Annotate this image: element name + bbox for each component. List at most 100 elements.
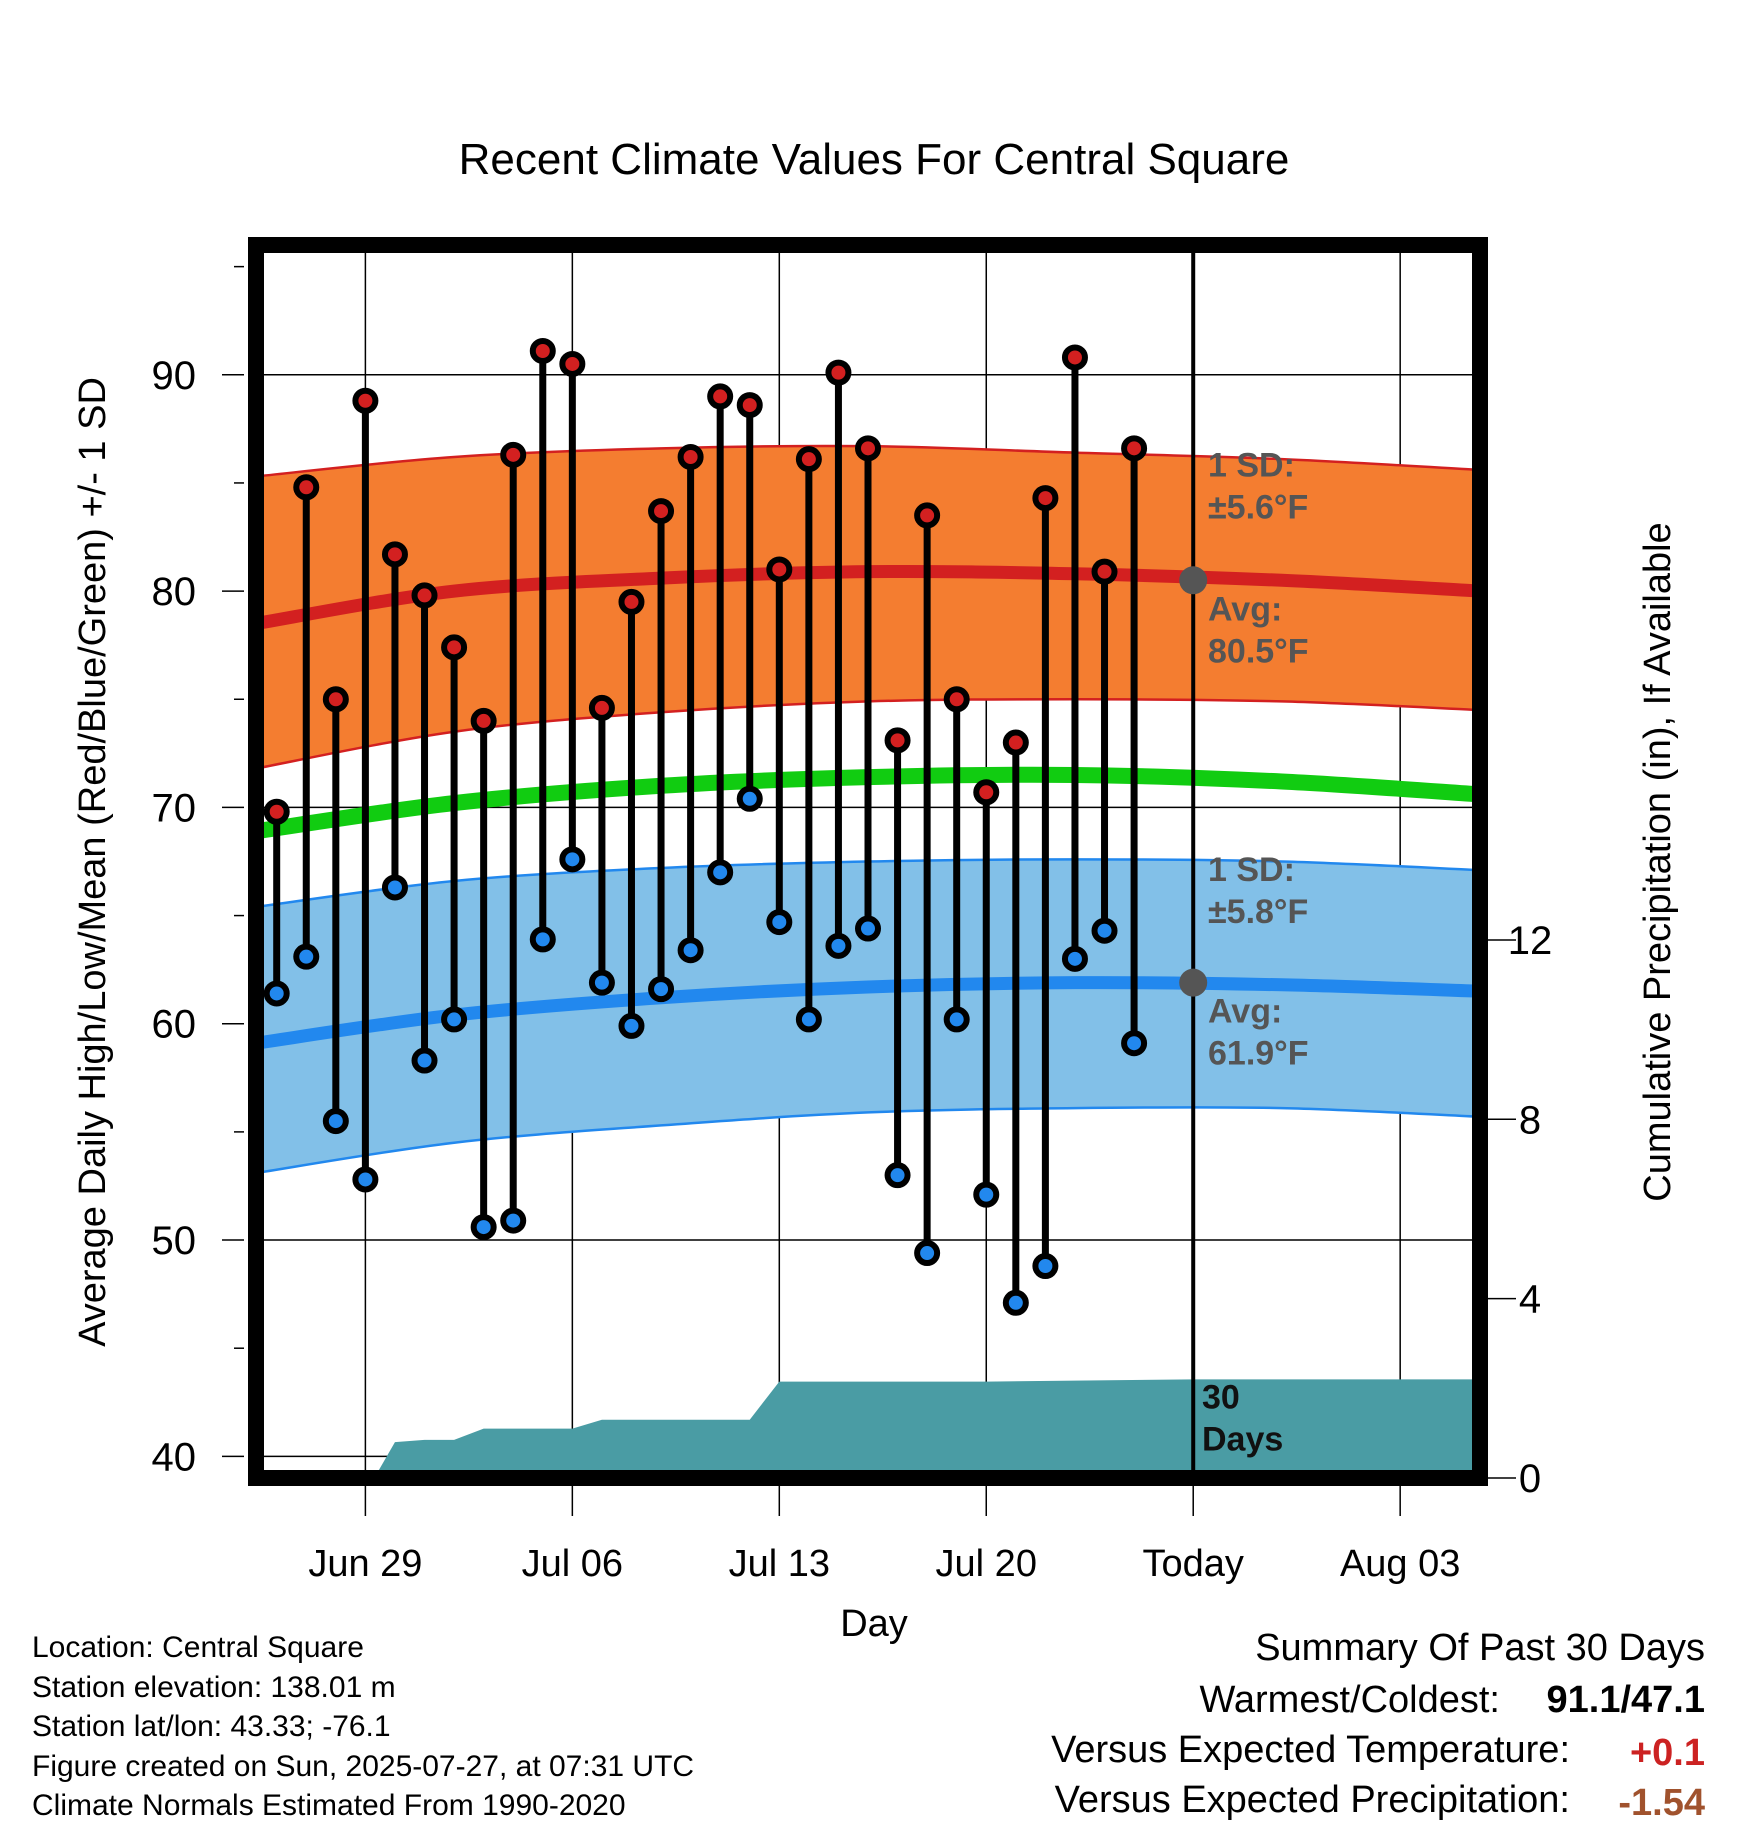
footer-info: Location: Central Square Station elevati… [32,1631,694,1822]
daily-low-point [470,1214,497,1241]
daily-low-point [500,1207,527,1234]
plot-area [256,245,1480,1478]
daily-low-point [1121,1030,1148,1057]
daily-low-point [1091,917,1118,944]
daily-low-point [381,874,408,901]
summary-precip-value: -1.54 [1618,1782,1705,1824]
daily-high-point [559,350,586,377]
daily-high-point [1061,344,1088,371]
daily-high-point [884,727,911,754]
daily-low-point [855,915,881,942]
high-sd-value: ±5.6°F [1208,488,1308,526]
y2-tick-label: 4 [1519,1278,1541,1322]
daily-high-point [855,435,881,462]
summary-panel: Summary Of Past 30 Days Warmest/Coldest:… [1051,1627,1705,1824]
x-tick-label: Jul 13 [729,1543,830,1585]
summary-precip-label: Versus Expected Precipitation: [1055,1779,1570,1821]
daily-high-point [293,474,320,501]
chart-title: Recent Climate Values For Central Square [459,135,1290,184]
precipitation-area [374,1379,1480,1478]
summary-temp-label: Versus Expected Temperature: [1051,1729,1570,1771]
daily-high-point [707,383,734,410]
daily-low-point [1002,1289,1029,1316]
daily-high-point [588,694,615,721]
footer-location: Location: Central Square [32,1631,364,1664]
y-tick-label: 40 [152,1435,197,1479]
daily-high-point [766,556,793,583]
y2-tick-label: 12 [1508,919,1553,963]
footer-latlon: Station lat/lon: 43.33; -76.1 [32,1710,391,1743]
daily-low-point [973,1181,1000,1208]
y2-tick-label: 0 [1519,1457,1541,1501]
daily-low-point [648,976,675,1003]
low-sd-lower-line [256,1106,1480,1175]
daily-high-point [825,359,852,386]
x-tick-label: Jul 06 [522,1543,623,1585]
low-sd-label: 1 SD: [1208,851,1295,889]
daily-low-point [884,1162,911,1189]
daily-high-point [648,498,675,525]
daily-low-point [707,859,734,886]
daily-low-point [766,909,793,936]
daily-low-point [1032,1253,1059,1280]
y-tick-label: 50 [152,1219,197,1263]
plot-frame [248,237,1488,1486]
daily-low-point [677,937,704,964]
low-sd-value: ±5.8°F [1208,893,1308,931]
daily-high-point [795,446,822,473]
daily-high-point [441,634,468,661]
daily-high-point [736,392,763,419]
high-avg-value: 80.5°F [1208,632,1309,670]
y-tick-label: 90 [152,354,197,398]
x-tick-label: Today [1143,1543,1244,1585]
daily-low-point [263,980,290,1007]
daily-high-point [470,707,497,734]
daily-low-point [352,1166,379,1193]
daily-low-point [588,969,615,996]
daily-low-point [441,1006,468,1033]
daily-high-point [352,387,379,414]
daily-high-point [1121,435,1148,462]
daily-low-point [943,1006,970,1033]
daily-high-point [618,588,645,615]
y2-tick-label: 8 [1519,1098,1541,1142]
x-axis-label: Day [840,1603,908,1645]
daily-high-point [529,337,556,364]
footer-elevation: Station elevation: 138.01 m [32,1671,396,1704]
daily-low-point [411,1047,438,1074]
x-tick-label: Jun 29 [308,1543,422,1585]
y-axis-label: Average Daily High/Low/Mean (Red/Blue/Gr… [72,377,114,1347]
daily-high-point [381,541,408,568]
daily-low-point [322,1108,349,1135]
summary-temp-value: +0.1 [1630,1732,1705,1774]
y2-axis-label: Cumulative Precipitation (in), If Availa… [1637,522,1679,1201]
daily-high-point [973,779,1000,806]
days-label-text: Days [1202,1421,1283,1459]
daily-high-point [1091,558,1118,585]
daily-high-point [411,582,438,609]
today-high-avg-marker [1179,566,1208,595]
summary-warmest-value: 91.1/47.1 [1547,1679,1705,1721]
daily-high-point [1032,485,1059,512]
y-tick-label: 80 [152,570,197,614]
daily-high-point [943,686,970,713]
days-label-number: 30 [1202,1379,1240,1417]
footer-created: Figure created on Sun, 2025-07-27, at 07… [32,1750,694,1783]
high-avg-label: Avg: [1208,590,1282,628]
low-avg-value: 61.9°F [1208,1035,1309,1073]
daily-high-point [322,686,349,713]
summary-warmest-label: Warmest/Coldest: [1199,1679,1500,1721]
daily-low-point [795,1006,822,1033]
daily-low-point [618,1012,645,1039]
today-low-avg-marker [1179,968,1208,997]
daily-low-point [736,785,763,812]
low-avg-label: Avg: [1208,993,1282,1031]
daily-low-point [529,926,556,953]
footer-normals: Climate Normals Estimated From 1990-2020 [32,1789,626,1822]
daily-low-point [914,1240,941,1267]
daily-high-point [1002,729,1029,756]
daily-high-point [263,798,290,825]
x-tick-label: Aug 03 [1340,1543,1460,1585]
high-sd-label: 1 SD: [1208,446,1295,484]
